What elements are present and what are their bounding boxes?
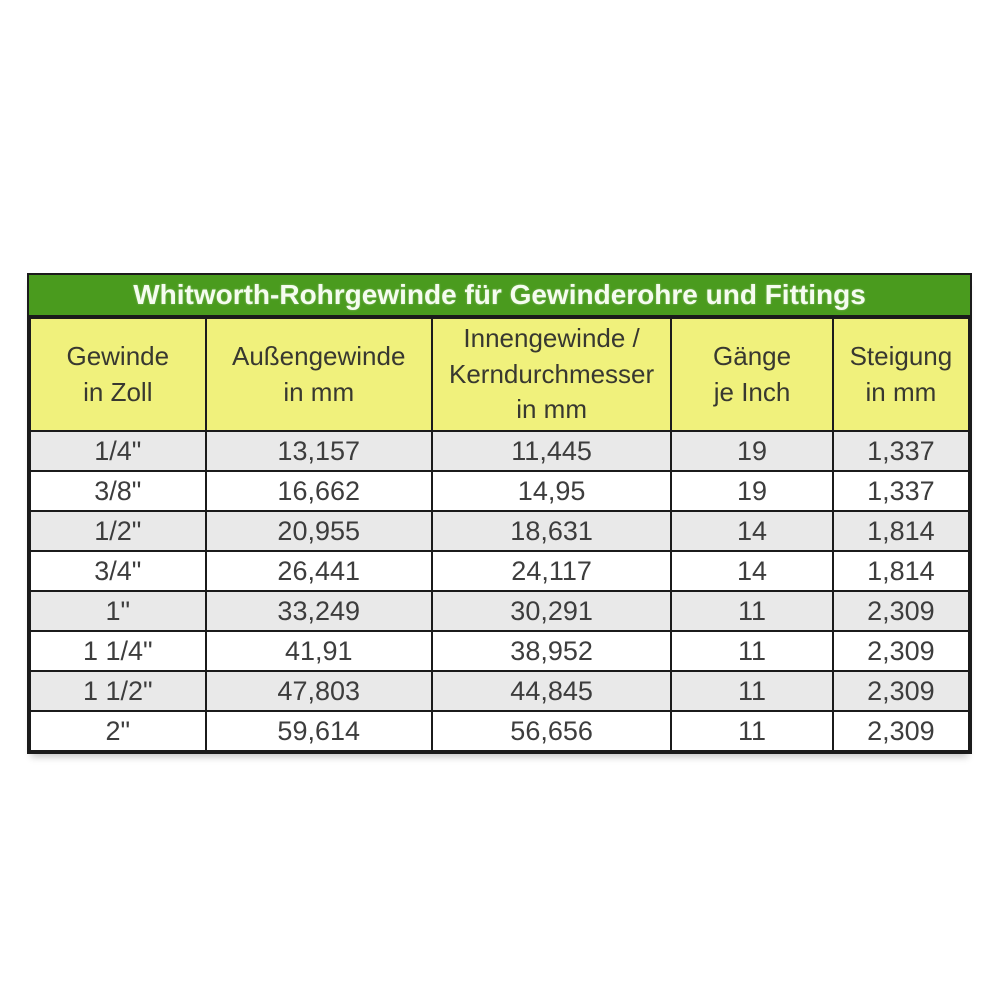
table-cell: 11,445 bbox=[430, 430, 673, 472]
column-header-line: in mm bbox=[865, 376, 937, 407]
column-header: Steigung in mm bbox=[831, 317, 971, 432]
table-cell: 11 bbox=[670, 590, 834, 632]
table-header-row: Gewinde in Zoll Außengewinde in mm Innengewi… bbox=[29, 317, 971, 432]
table-cell: 19 bbox=[670, 430, 834, 472]
column-header-line: Außengewinde bbox=[231, 340, 406, 371]
table-title: Whitworth-Rohrgewinde für Gewinderohre u… bbox=[29, 275, 970, 317]
table-cell: 33,249 bbox=[204, 590, 433, 632]
column-header-line: in Zoll bbox=[83, 376, 153, 407]
column-header-line: Innengewinde / bbox=[463, 322, 640, 353]
table-cell: 1,337 bbox=[831, 430, 971, 472]
table-cell: 3/4" bbox=[29, 550, 207, 592]
table-cell: 19 bbox=[670, 470, 834, 512]
table-cell: 44,845 bbox=[430, 670, 673, 712]
column-header: Außengewinde in mm bbox=[204, 317, 433, 432]
column-header-line: Kerndurchmesser bbox=[448, 358, 655, 389]
column-header-line: in mm bbox=[283, 376, 355, 407]
column-header: Gewinde in Zoll bbox=[29, 317, 207, 432]
table-row: 3/8" 16,662 14,95 19 1,337 bbox=[29, 470, 971, 512]
column-header-line: Gewinde bbox=[66, 340, 170, 371]
table-cell: 2,309 bbox=[831, 590, 971, 632]
table-cell: 1,337 bbox=[831, 470, 971, 512]
table-cell: 3/8" bbox=[29, 470, 207, 512]
table-cell: 1,814 bbox=[831, 510, 971, 552]
table-cell: 11 bbox=[670, 630, 834, 672]
table-row: 1/4" 13,157 11,445 19 1,337 bbox=[29, 430, 971, 472]
table-cell: 1/4" bbox=[29, 430, 207, 472]
table-cell: 1,814 bbox=[831, 550, 971, 592]
table-row: 1/2" 20,955 18,631 14 1,814 bbox=[29, 510, 971, 552]
table-cell: 14 bbox=[670, 550, 834, 592]
column-header-line: in mm bbox=[516, 394, 587, 425]
column-header-line: je Inch bbox=[713, 376, 791, 407]
table-cell: 20,955 bbox=[204, 510, 433, 552]
table-cell: 14,95 bbox=[430, 470, 673, 512]
table-cell: 56,656 bbox=[430, 710, 673, 752]
column-header: Innengewinde / Kerndurchmesser in mm bbox=[430, 317, 673, 432]
table-cell: 1 1/2" bbox=[29, 670, 207, 712]
table-row: 1 1/4" 41,91 38,952 11 2,309 bbox=[29, 630, 971, 672]
table-row: 2" 59,614 56,656 11 2,309 bbox=[29, 710, 971, 752]
table-row: 1 1/2" 47,803 44,845 11 2,309 bbox=[29, 670, 971, 712]
table-cell: 24,117 bbox=[430, 550, 673, 592]
table-cell: 41,91 bbox=[204, 630, 433, 672]
table-cell: 38,952 bbox=[430, 630, 673, 672]
table-cell: 2" bbox=[29, 710, 207, 752]
table-cell: 2,309 bbox=[831, 670, 971, 712]
table-row: 3/4" 26,441 24,117 14 1,814 bbox=[29, 550, 971, 592]
table-cell: 16,662 bbox=[204, 470, 433, 512]
table-cell: 2,309 bbox=[831, 710, 971, 752]
table-cell: 1" bbox=[29, 590, 207, 632]
table-cell: 1 1/4" bbox=[29, 630, 207, 672]
table-row: 1" 33,249 30,291 11 2,309 bbox=[29, 590, 971, 632]
column-header: Gänge je Inch bbox=[670, 317, 834, 432]
table-cell: 13,157 bbox=[204, 430, 433, 472]
table-cell: 11 bbox=[670, 710, 834, 752]
table-cell: 18,631 bbox=[430, 510, 673, 552]
table-cell: 59,614 bbox=[204, 710, 433, 752]
table-body: 1/4" 13,157 11,445 19 1,337 3/8" 16,662 14,95 19… bbox=[29, 430, 971, 752]
table-cell: 2,309 bbox=[831, 630, 971, 672]
table-cell: 14 bbox=[670, 510, 834, 552]
column-header-line: Gänge bbox=[713, 340, 792, 371]
table-cell: 30,291 bbox=[430, 590, 673, 632]
spec-table: Gewinde in Zoll Außengewinde in mm Innengewi… bbox=[29, 317, 971, 752]
thread-spec-table: Whitworth-Rohrgewinde für Gewinderohre u… bbox=[27, 273, 972, 754]
table-cell: 1/2" bbox=[29, 510, 207, 552]
column-header-line: Steigung bbox=[849, 340, 953, 371]
table-cell: 47,803 bbox=[204, 670, 433, 712]
table-cell: 26,441 bbox=[204, 550, 433, 592]
table-cell: 11 bbox=[670, 670, 834, 712]
